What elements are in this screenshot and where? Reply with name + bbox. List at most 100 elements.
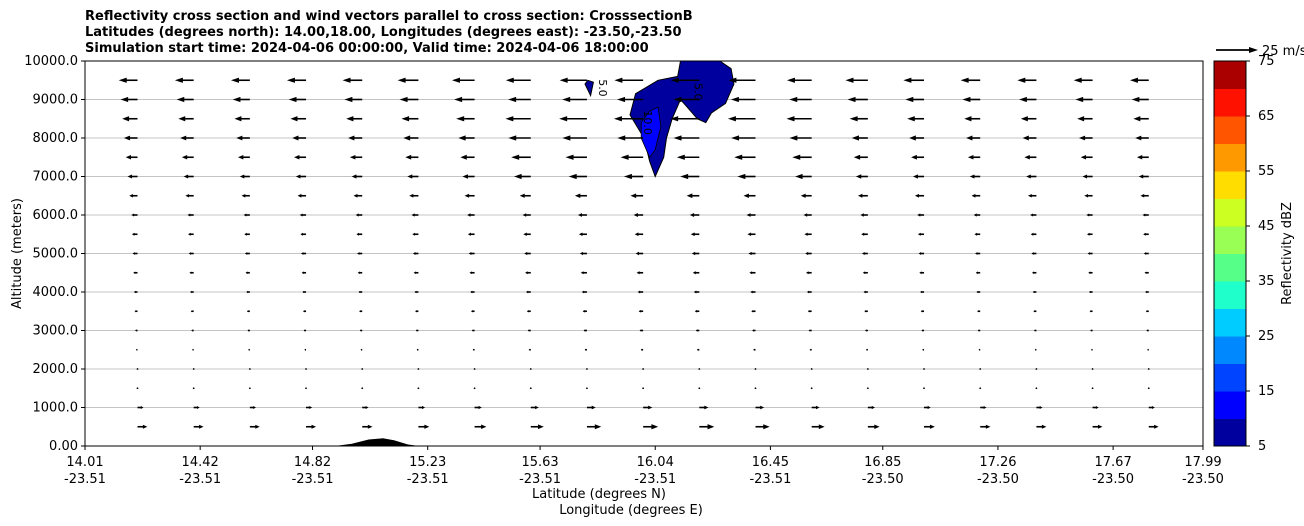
- wind-vector: [1088, 271, 1093, 275]
- wind-vector-head: [985, 424, 991, 429]
- wind-vector-head: [302, 290, 305, 294]
- wind-vector-head: [920, 310, 923, 313]
- wind-vector-head: [1026, 174, 1031, 179]
- wind-vector-head: [731, 135, 740, 141]
- wind-vector: [582, 309, 587, 313]
- wind-vector-head: [508, 135, 517, 141]
- wind-vector: [136, 368, 139, 370]
- wind-vector: [962, 96, 981, 103]
- wind-vector-dot: [698, 387, 701, 390]
- wind-vector: [456, 116, 475, 122]
- wind-vector: [755, 424, 770, 430]
- wind-vector-head: [847, 96, 856, 103]
- wind-vector: [574, 193, 587, 198]
- wind-vector: [867, 405, 876, 410]
- wind-vector: [355, 213, 363, 217]
- contour-label: 10.0: [641, 110, 654, 135]
- wind-vector-head: [467, 232, 471, 236]
- wind-vector: [559, 77, 587, 83]
- wind-vector-head: [405, 154, 412, 160]
- wind-vector-head: [183, 174, 189, 179]
- wind-vector-dot: [754, 368, 757, 370]
- wind-vector: [290, 116, 307, 122]
- wind-vector-head: [505, 116, 514, 122]
- wind-vector-head: [505, 77, 514, 83]
- wind-vector: [474, 405, 482, 410]
- wind-vector: [123, 135, 138, 141]
- colorbar-tick-label: 55: [1258, 164, 1275, 179]
- wind-vector-head: [861, 251, 865, 256]
- wind-vector-head: [295, 174, 301, 179]
- wind-vector: [639, 329, 644, 332]
- wind-vector: [586, 387, 588, 390]
- wind-vector: [914, 193, 925, 198]
- wind-vector: [137, 424, 148, 429]
- wind-vector: [299, 213, 307, 217]
- wind-vector-head: [1027, 193, 1032, 198]
- y-tick-label: 3000.0: [33, 324, 79, 339]
- wind-vector-head: [142, 424, 148, 429]
- wind-vector: [565, 154, 587, 160]
- reflectivity-field: [584, 60, 735, 178]
- wind-vector: [921, 329, 925, 332]
- wind-vector-head: [562, 96, 571, 103]
- chart-title: Reflectivity cross section and wind vect…: [85, 9, 693, 57]
- wind-vector: [731, 135, 756, 141]
- wind-vector-head: [1033, 310, 1035, 313]
- wind-vector-head: [470, 290, 473, 294]
- wind-vector-head: [181, 155, 188, 160]
- wind-vector-head: [743, 193, 749, 198]
- wind-vector: [1144, 271, 1149, 275]
- wind-vector-head: [301, 252, 304, 255]
- wind-vector-dot: [192, 368, 195, 370]
- wind-vector-head: [309, 405, 313, 410]
- wind-vector-head: [746, 213, 751, 217]
- wind-vector: [638, 309, 644, 313]
- x-tick-label-lon: -23.51: [749, 472, 791, 487]
- wind-vector: [810, 387, 813, 390]
- wind-vector: [971, 193, 981, 198]
- wind-vector-dot: [136, 368, 139, 370]
- wind-vector-head: [855, 174, 862, 179]
- wind-vector: [1091, 368, 1094, 370]
- wind-vector-head: [303, 310, 305, 313]
- wind-vector-head: [1143, 252, 1147, 255]
- wind-vector-dot: [361, 387, 364, 390]
- wind-vector-head: [580, 271, 584, 275]
- wind-vector-head: [730, 96, 739, 103]
- wind-vector: [178, 116, 194, 122]
- wind-vector-head: [804, 232, 808, 236]
- wind-vector-head: [255, 424, 260, 429]
- wind-vector: [1078, 135, 1093, 141]
- wind-vector: [857, 193, 868, 198]
- wind-vector-dot: [529, 368, 532, 370]
- wind-vector-head: [246, 310, 249, 313]
- wind-vector: [1073, 77, 1093, 83]
- wind-vector-head: [120, 96, 129, 103]
- wind-vector: [174, 77, 194, 83]
- wind-vector: [811, 405, 820, 410]
- wind-vector: [239, 174, 250, 179]
- wind-vector: [342, 77, 363, 83]
- wind-vector: [1090, 329, 1093, 332]
- wind-vector: [1092, 424, 1103, 429]
- wind-vector: [909, 135, 925, 141]
- wind-vector-head: [365, 405, 369, 410]
- wind-vector: [964, 116, 981, 122]
- wind-vector: [474, 424, 487, 429]
- colorbar-segment: [1214, 116, 1246, 144]
- wind-vector-head: [971, 193, 976, 198]
- wind-vector: [864, 310, 868, 313]
- wind-vector: [288, 96, 307, 103]
- wind-vector-head: [1024, 155, 1030, 160]
- wind-vector-head: [199, 424, 204, 429]
- wind-vector: [1020, 116, 1037, 122]
- wind-vector-head: [1145, 310, 1148, 313]
- wind-vector-head: [636, 271, 640, 275]
- x-tick-label-lat: 17.99: [1184, 455, 1221, 470]
- wind-vector-head: [353, 193, 358, 198]
- wind-vector: [190, 290, 194, 294]
- wind-vector-head: [180, 135, 187, 141]
- wind-vector: [577, 213, 587, 217]
- wind-vector-dot: [979, 387, 982, 390]
